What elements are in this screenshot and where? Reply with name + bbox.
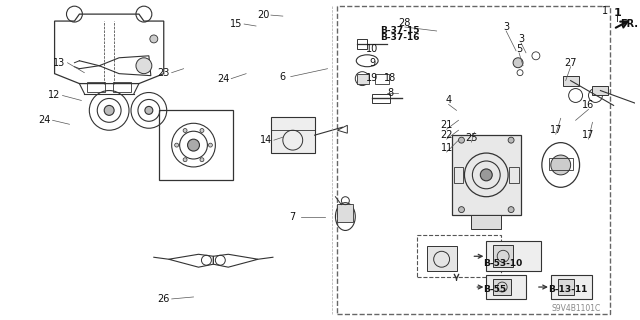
Text: 9: 9 (369, 58, 375, 68)
Bar (454, 167, 463, 183)
Circle shape (200, 158, 204, 162)
Circle shape (175, 143, 179, 147)
Bar (271, 117, 315, 153)
Text: 24: 24 (217, 74, 230, 84)
Circle shape (508, 137, 514, 143)
Bar (357, 74, 369, 84)
Text: 6: 6 (280, 72, 286, 82)
Text: 21: 21 (440, 120, 452, 130)
Circle shape (150, 35, 158, 43)
Bar (427, 246, 456, 271)
Text: 13: 13 (53, 58, 66, 68)
Circle shape (209, 143, 212, 147)
Bar (87, 82, 105, 92)
Bar (417, 236, 501, 277)
Bar (452, 135, 521, 215)
Bar (493, 279, 511, 295)
Text: FR.: FR. (620, 19, 638, 29)
Bar (551, 275, 593, 299)
Text: 20: 20 (257, 10, 269, 20)
Bar (486, 241, 541, 271)
Text: 17: 17 (550, 125, 562, 135)
Bar (472, 215, 501, 229)
Circle shape (508, 207, 514, 212)
Text: 18: 18 (384, 73, 396, 83)
Text: 26: 26 (157, 294, 170, 304)
Bar (593, 85, 609, 95)
Bar (557, 279, 573, 295)
Circle shape (551, 155, 571, 175)
Text: 19: 19 (366, 73, 378, 83)
Bar (563, 76, 579, 85)
Text: 1: 1 (602, 6, 609, 16)
Circle shape (104, 105, 114, 115)
Text: 4: 4 (445, 95, 452, 106)
Bar (337, 204, 353, 221)
Text: B-55: B-55 (483, 284, 506, 293)
Circle shape (458, 207, 465, 212)
Text: 16: 16 (582, 100, 595, 110)
Text: 25: 25 (465, 133, 477, 143)
Text: 24: 24 (38, 115, 51, 125)
Text: B-53-10: B-53-10 (483, 259, 522, 268)
Text: 23: 23 (157, 68, 170, 78)
Text: 27: 27 (564, 58, 577, 68)
Bar (337, 6, 611, 314)
Circle shape (136, 58, 152, 74)
Text: 8: 8 (387, 87, 393, 98)
Text: 11: 11 (440, 143, 452, 153)
Text: 3: 3 (503, 22, 509, 32)
Circle shape (481, 169, 492, 181)
Text: B-37-15: B-37-15 (380, 27, 420, 36)
Text: 28: 28 (399, 18, 411, 28)
Circle shape (145, 107, 153, 114)
Text: 12: 12 (49, 91, 61, 100)
Text: 1: 1 (613, 8, 621, 18)
Text: 10: 10 (366, 44, 378, 54)
Text: 17: 17 (582, 130, 595, 140)
Text: 22: 22 (440, 130, 453, 140)
Text: S9V4B1101C: S9V4B1101C (551, 304, 600, 313)
Bar (493, 245, 513, 267)
Bar (372, 93, 390, 103)
Bar (113, 82, 131, 92)
Circle shape (183, 158, 187, 162)
Bar (486, 275, 526, 299)
Circle shape (200, 129, 204, 132)
Text: B-37-16: B-37-16 (380, 33, 420, 43)
Circle shape (458, 137, 465, 143)
Bar (357, 39, 367, 49)
Bar (375, 74, 389, 84)
Text: B-13-11: B-13-11 (548, 284, 587, 293)
Circle shape (188, 139, 200, 151)
Bar (549, 158, 573, 170)
Circle shape (183, 129, 187, 132)
Circle shape (513, 58, 523, 68)
Text: 5: 5 (516, 44, 522, 54)
Text: 15: 15 (230, 19, 243, 29)
Text: 3: 3 (518, 34, 524, 44)
Bar (509, 167, 519, 183)
Text: 14: 14 (260, 135, 272, 145)
Text: 7: 7 (290, 212, 296, 221)
